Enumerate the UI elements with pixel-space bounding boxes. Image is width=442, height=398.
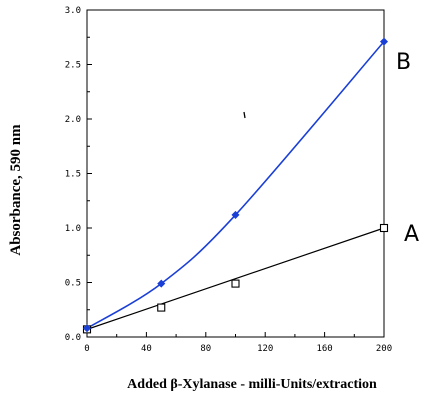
y-tick-label: 3.0 <box>65 6 81 16</box>
y-tick-label: 2.0 <box>65 115 81 125</box>
tick-labels: 0 40 80 120 160 200 0.0 0.5 1.0 1.5 2.0 2.5 3.0 <box>65 6 392 354</box>
plot-frame <box>86 9 385 338</box>
x-tick-label: 0 <box>84 344 89 354</box>
x-axis-label: Added β-Xylanase - milli-Units/extractio… <box>127 377 377 392</box>
series-label-a: A <box>404 222 419 247</box>
series-a-point <box>157 303 166 312</box>
series-b-point <box>231 210 240 219</box>
y-tick-label: 1.0 <box>65 224 81 234</box>
axes <box>86 9 385 338</box>
x-tick-label: 120 <box>257 344 273 354</box>
stray-mark <box>243 111 246 119</box>
y-tick-label: 0.5 <box>65 279 81 289</box>
y-tick-label: 0.0 <box>65 333 81 343</box>
series-lines <box>86 41 385 330</box>
x-tick-label: 160 <box>316 344 332 354</box>
series-a-point <box>231 279 240 288</box>
series-label-b: B <box>396 50 411 75</box>
x-tick-label: 40 <box>141 344 152 354</box>
series-b-point <box>82 324 92 333</box>
series-markers <box>82 37 389 334</box>
series-a-line <box>86 227 385 330</box>
y-axis-label: Absorbance, 590 nm <box>8 124 24 256</box>
series-b-point <box>157 279 166 288</box>
y-tick-label: 1.5 <box>65 170 81 180</box>
series-b-line <box>86 41 385 329</box>
x-tick-label: 80 <box>200 344 211 354</box>
x-tick-label: 200 <box>376 344 392 354</box>
series-a-point <box>379 223 389 233</box>
series-b-point <box>379 37 389 46</box>
y-tick-label: 2.5 <box>65 61 81 71</box>
